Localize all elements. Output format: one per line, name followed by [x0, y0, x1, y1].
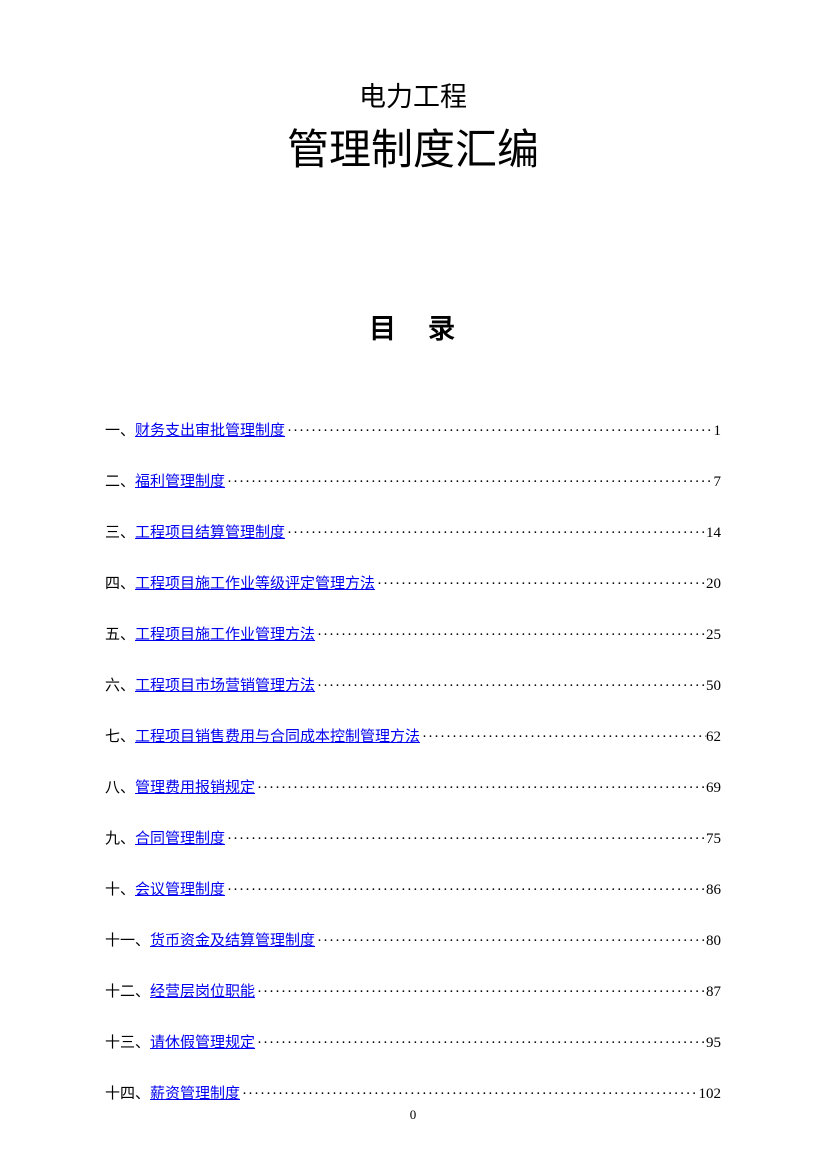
toc-link[interactable]: 请休假管理规定 — [150, 1033, 255, 1054]
toc-prefix: 十、 — [105, 880, 135, 901]
toc-dots: ········································… — [315, 931, 706, 952]
toc-link[interactable]: 工程项目结算管理制度 — [135, 523, 285, 544]
toc-dots: ········································… — [420, 727, 706, 748]
toc-prefix: 六、 — [105, 676, 135, 697]
toc-prefix: 十三、 — [105, 1033, 150, 1054]
toc-link[interactable]: 财务支出审批管理制度 — [135, 421, 285, 442]
toc-page: 25 — [706, 625, 721, 646]
toc-prefix: 七、 — [105, 727, 135, 748]
toc-dots: ········································… — [315, 676, 706, 697]
toc-item: 八、管理费用报销规定······························… — [105, 778, 721, 799]
toc-item: 六、工程项目市场营销管理方法··························… — [105, 676, 721, 697]
toc-page: 7 — [714, 472, 722, 493]
toc-item: 十三、请休假管理规定······························… — [105, 1033, 721, 1054]
toc-link[interactable]: 经营层岗位职能 — [150, 982, 255, 1003]
toc-item: 三、工程项目结算管理制度····························… — [105, 523, 721, 544]
toc-link[interactable]: 货币资金及结算管理制度 — [150, 931, 315, 952]
title-main: 管理制度汇编 — [105, 116, 721, 177]
toc-link[interactable]: 会议管理制度 — [135, 880, 225, 901]
toc-list: 一、财务支出审批管理制度····························… — [105, 421, 721, 1105]
toc-link[interactable]: 工程项目市场营销管理方法 — [135, 676, 315, 697]
toc-page: 87 — [706, 982, 721, 1003]
toc-prefix: 三、 — [105, 523, 135, 544]
toc-dots: ········································… — [255, 982, 706, 1003]
toc-page: 80 — [706, 931, 721, 952]
title-subtitle: 电力工程 — [105, 75, 721, 114]
toc-page: 20 — [706, 574, 721, 595]
toc-item: 十二、经营层岗位职能······························… — [105, 982, 721, 1003]
toc-link[interactable]: 薪资管理制度 — [150, 1084, 240, 1105]
toc-link[interactable]: 工程项目销售费用与合同成本控制管理方法 — [135, 727, 420, 748]
toc-link[interactable]: 福利管理制度 — [135, 472, 225, 493]
toc-page: 95 — [706, 1033, 721, 1054]
toc-prefix: 八、 — [105, 778, 135, 799]
toc-dots: ········································… — [225, 472, 713, 493]
toc-item: 一、财务支出审批管理制度····························… — [105, 421, 721, 442]
toc-item: 十四、薪资管理制度·······························… — [105, 1084, 721, 1105]
toc-page: 69 — [706, 778, 721, 799]
toc-dots: ········································… — [375, 574, 706, 595]
toc-dots: ········································… — [225, 829, 706, 850]
toc-link[interactable]: 合同管理制度 — [135, 829, 225, 850]
toc-prefix: 五、 — [105, 625, 135, 646]
toc-page: 50 — [706, 676, 721, 697]
toc-dots: ········································… — [240, 1084, 698, 1105]
page-container: 电力工程 管理制度汇编 目录 一、财务支出审批管理制度·············… — [0, 0, 826, 1168]
toc-prefix: 一、 — [105, 421, 135, 442]
toc-page: 1 — [714, 421, 722, 442]
toc-item: 十、会议管理制度································… — [105, 880, 721, 901]
toc-prefix: 十二、 — [105, 982, 150, 1003]
toc-prefix: 九、 — [105, 829, 135, 850]
toc-dots: ········································… — [255, 1033, 706, 1054]
toc-link[interactable]: 工程项目施工作业管理方法 — [135, 625, 315, 646]
toc-dots: ········································… — [255, 778, 706, 799]
toc-item: 四、工程项目施工作业等级评定管理方法······················… — [105, 574, 721, 595]
toc-dots: ········································… — [315, 625, 706, 646]
toc-prefix: 十一、 — [105, 931, 150, 952]
toc-link[interactable]: 工程项目施工作业等级评定管理方法 — [135, 574, 375, 595]
toc-dots: ········································… — [285, 421, 713, 442]
toc-item: 九、合同管理制度································… — [105, 829, 721, 850]
toc-item: 二、福利管理制度································… — [105, 472, 721, 493]
toc-prefix: 十四、 — [105, 1084, 150, 1105]
toc-page: 14 — [706, 523, 721, 544]
toc-item: 五、工程项目施工作业管理方法··························… — [105, 625, 721, 646]
toc-page: 75 — [706, 829, 721, 850]
toc-prefix: 二、 — [105, 472, 135, 493]
toc-heading: 目录 — [105, 307, 721, 346]
toc-page: 62 — [706, 727, 721, 748]
toc-prefix: 四、 — [105, 574, 135, 595]
toc-page: 86 — [706, 880, 721, 901]
toc-dots: ········································… — [225, 880, 706, 901]
page-number: 0 — [410, 1107, 417, 1123]
toc-dots: ········································… — [285, 523, 706, 544]
toc-item: 七、工程项目销售费用与合同成本控制管理方法···················… — [105, 727, 721, 748]
toc-link[interactable]: 管理费用报销规定 — [135, 778, 255, 799]
toc-item: 十一、货币资金及结算管理制度··························… — [105, 931, 721, 952]
toc-page: 102 — [699, 1084, 722, 1105]
